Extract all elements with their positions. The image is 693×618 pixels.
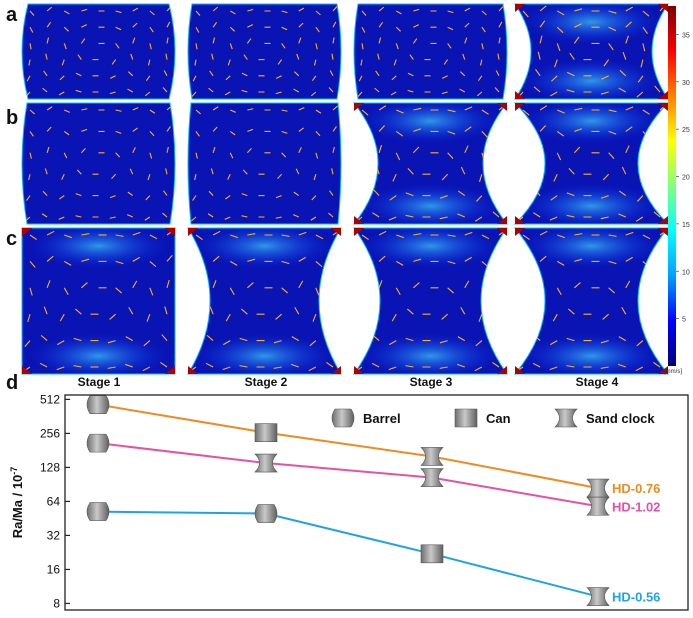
- y-tick-label: 128: [40, 460, 60, 474]
- legend-icon-barrel: [331, 408, 355, 428]
- colorbar-unit: [mm/s]: [664, 369, 682, 375]
- data-point-HD-0.56-3: [420, 544, 444, 564]
- colorbar-tick-label: 5: [682, 317, 686, 324]
- y-axis-label: Ra/Ma / 10-7: [9, 467, 25, 539]
- data-point-HD-0.56-2: [254, 504, 278, 523]
- legend-label-can: Can: [486, 411, 511, 426]
- chart-axes: 512 256 128 64 32 16 8 Ra/Ma / 10-7: [9, 392, 689, 611]
- y-tick-label: 512: [40, 392, 60, 406]
- colorbar-tick-label: 35: [682, 32, 690, 39]
- series-line-HD-0.56: [97, 510, 599, 598]
- series-label-HD-0.56: HD-0.56: [612, 590, 660, 605]
- colorbar: [668, 6, 676, 366]
- flow-field-c-stage-2: [187, 227, 342, 375]
- flow-field-b-stage-1: [21, 102, 176, 225]
- panel-label-d: d: [6, 372, 19, 394]
- flow-field-c-stage-3: [353, 227, 508, 375]
- y-tick-label: 256: [40, 426, 60, 440]
- legend-icon-can: [454, 408, 478, 428]
- chart-lines: [97, 403, 599, 598]
- simulation-panels: 35 30 25 20 15 10 5 [mm/s]: [21, 3, 690, 375]
- data-point-HD-1.02-4: [586, 496, 610, 516]
- flow-field-a-stage-1: [21, 3, 176, 100]
- flow-field-a-stage-4: [514, 3, 669, 100]
- flow-field-a-stage-3: [353, 3, 508, 100]
- y-tick-label: 32: [47, 528, 61, 542]
- y-tick-label: 64: [47, 494, 61, 508]
- flow-field-c-stage-1: [21, 227, 176, 375]
- series-label-HD-0.76: HD-0.76: [612, 481, 660, 496]
- legend-label-sandclock: Sand clock: [586, 411, 655, 426]
- series-line-HD-1.02: [97, 442, 599, 508]
- data-point-HD-0.56-1: [86, 502, 110, 521]
- panel-label-c: c: [6, 228, 18, 250]
- colorbar-tick-label: 25: [682, 127, 690, 134]
- stage-label-2: Stage 2: [244, 375, 288, 389]
- legend-label-barrel: Barrel: [363, 411, 401, 426]
- flow-field-b-stage-3: [352, 102, 509, 225]
- y-tick-label: 8: [53, 596, 60, 610]
- data-point-HD-0.76-3: [420, 447, 444, 466]
- flow-field-b-stage-4: [513, 102, 670, 225]
- panel-label-b: b: [6, 107, 19, 129]
- y-tick-label: 16: [47, 562, 61, 576]
- colorbar-tick-label: 15: [682, 222, 690, 229]
- series-label-HD-1.02: HD-1.02: [612, 499, 660, 514]
- stage-label-1: Stage 1: [77, 375, 121, 389]
- data-point-HD-0.56-4: [586, 587, 610, 606]
- colorbar-tick-label: 20: [682, 175, 690, 182]
- flow-field-a-stage-2: [187, 3, 342, 100]
- stage-label-3: Stage 3: [409, 375, 453, 389]
- stage-label-4: Stage 4: [575, 375, 619, 389]
- legend-icon-sandclock: [554, 408, 578, 428]
- flow-field-b-stage-2: [187, 102, 342, 225]
- panel-label-a: a: [6, 4, 18, 26]
- chart-legend: Barrel Can Sand clock: [331, 408, 655, 428]
- chart-markers: HD-0.76 HD-1.02 HD-0.56: [86, 395, 660, 606]
- colorbar-tick-label: 10: [682, 269, 690, 276]
- ra-ma-chart: 512 256 128 64 32 16 8 Ra/Ma / 10-7 HD-0.76 HD-1…: [9, 392, 689, 611]
- data-point-HD-0.76-4: [586, 478, 610, 498]
- data-point-HD-0.76-2: [254, 423, 278, 442]
- data-point-HD-1.02-1: [86, 433, 110, 453]
- data-point-HD-1.02-2: [254, 453, 278, 473]
- colorbar-tick-label: 30: [682, 80, 690, 87]
- data-point-HD-1.02-3: [420, 468, 444, 487]
- flow-field-c-stage-4: [513, 227, 670, 375]
- plot-frame: [64, 394, 689, 611]
- data-point-HD-0.76-1: [86, 395, 110, 414]
- series-line-HD-0.76: [97, 403, 599, 490]
